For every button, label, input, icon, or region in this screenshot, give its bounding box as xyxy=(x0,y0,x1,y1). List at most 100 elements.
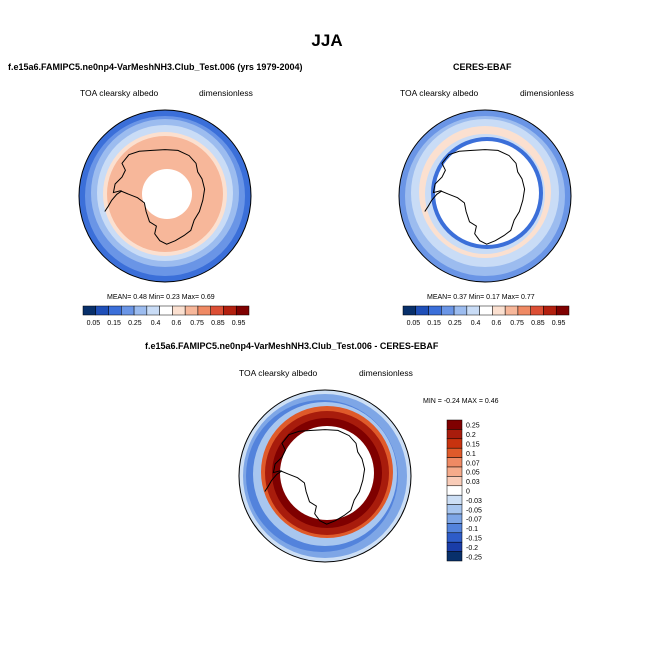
panel2-colorbar-tick-label: 0.25 xyxy=(448,320,462,327)
panel2-colorbar-swatch xyxy=(543,305,557,316)
panel2-colorbar-swatch xyxy=(555,305,570,316)
panel1-peninsula-coastline xyxy=(104,190,123,212)
panel1-colorbar-tick-label: 0.95 xyxy=(232,320,246,327)
panel1-colorbar-swatch xyxy=(108,305,122,316)
panel1-max-label: Max= xyxy=(181,294,200,301)
panel1-colorbar-swatch xyxy=(159,305,173,316)
panel2-colorbar-tick-label: 0.85 xyxy=(531,320,545,327)
panel3-colorbar-tick-label: 0.05 xyxy=(466,470,480,477)
panel2-peninsula-coastline xyxy=(424,190,443,212)
panel1-colorbar-tick-label: 0.25 xyxy=(128,320,142,327)
panel1-colorbar-swatch xyxy=(82,305,97,316)
panel2-variable-label: TOA clearsky albedo xyxy=(400,88,479,98)
panel3-title: f.e15a6.FAMIPC5.ne0np4-VarMeshNH3.Club_T… xyxy=(145,341,439,351)
panel3-colorbar-swatch xyxy=(446,438,463,449)
panel3-colorbar-swatch xyxy=(446,466,463,477)
panel3-colorbar-swatch xyxy=(446,485,463,496)
panel1-colorbar-tick-label: 0.85 xyxy=(211,320,225,327)
panel2-colorbar-tick-label: 0.05 xyxy=(407,320,421,327)
panel1-map-border xyxy=(78,109,252,283)
panel3-map-border xyxy=(238,389,412,563)
panel3-contour-band xyxy=(280,426,374,520)
panel1-colorbar-swatch xyxy=(121,305,135,316)
panel1-stats: MEAN= 0.48 Min= 0.23 Max= 0.69 xyxy=(107,294,215,301)
panel3-colorbar-swatch xyxy=(446,476,463,487)
panel3-colorbar-swatch xyxy=(446,504,463,515)
panel3-colorbar-tick-label: -0.25 xyxy=(466,554,482,561)
panel2-min-label: Min= xyxy=(468,294,485,301)
panel3-max-value: 0.46 xyxy=(484,398,499,405)
panel2-colorbar-tick-label: 0.95 xyxy=(552,320,566,327)
panel3-colorbar-swatch xyxy=(446,447,463,458)
panel2-map-border xyxy=(398,109,572,283)
panel3-colorbar-swatch xyxy=(446,419,463,430)
panel1-colorbar-swatch xyxy=(146,305,160,316)
panel2-colorbar-tick-label: 0.4 xyxy=(471,320,481,327)
panel2-mean-label: MEAN= xyxy=(427,294,452,301)
panel2-max-label: Max= xyxy=(501,294,520,301)
panel2-colorbar-swatch xyxy=(441,305,455,316)
panel2-colorbar-swatch xyxy=(504,305,519,316)
panel1-colorbar: 0.05 0.15 0.25 0.4 0.6 0.75 0.85 0.95 xyxy=(82,305,250,327)
panel2-colorbar-swatch xyxy=(517,305,531,316)
panel1-min-value: 0.23 xyxy=(166,294,180,301)
panel1-field xyxy=(79,110,251,282)
panel2-min-value: 0.17 xyxy=(486,294,500,301)
panel2-colorbar-tick-label: 0.6 xyxy=(492,320,502,327)
panel3-map xyxy=(238,389,412,563)
panel1-colorbar-tick-label: 0.05 xyxy=(87,320,101,327)
panel1-mean-value: 0.48 xyxy=(133,294,147,301)
panel1-mean-label: MEAN= xyxy=(107,294,132,301)
panel2-max-value: 0.77 xyxy=(521,294,535,301)
panel3-min-label: MIN = xyxy=(423,398,442,405)
panel1-colorbar-swatch xyxy=(95,305,109,316)
panel1-units-label: dimensionless xyxy=(199,88,253,98)
panel3-max-label: MAX = xyxy=(461,398,483,405)
panel1-contour-band xyxy=(142,169,192,219)
panel3-colorbar-tick-label: 0.03 xyxy=(466,479,480,486)
panel3-colorbar-tick-label: 0.25 xyxy=(466,423,480,430)
panel3-min-value: -0.24 xyxy=(443,398,460,405)
panel3-colorbar-tick-label: -0.1 xyxy=(466,526,478,533)
panel3-colorbar-swatch xyxy=(446,494,463,505)
panel3-colorbar-swatch xyxy=(446,457,463,468)
panel3-colorbar-swatch xyxy=(446,541,463,552)
panel2-colorbar-swatch xyxy=(479,305,493,316)
panel2-colorbar-swatch xyxy=(530,305,544,316)
panel2-units-label: dimensionless xyxy=(520,88,574,98)
panel1-colorbar-swatch xyxy=(184,305,199,316)
panel2-field xyxy=(399,110,571,282)
panel1-max-value: 0.69 xyxy=(201,294,215,301)
panel2-colorbar-swatch xyxy=(415,305,429,316)
panel3-colorbar-tick-label: -0.05 xyxy=(466,507,482,514)
panel2-colorbar-swatch xyxy=(428,305,442,316)
panel1-colorbar-tick-label: 0.75 xyxy=(190,320,204,327)
panel1-variable-label: TOA clearsky albedo xyxy=(80,88,159,98)
panel1-colorbar-swatch xyxy=(197,305,211,316)
panel2-stats: MEAN= 0.37 Min= 0.17 Max= 0.77 xyxy=(427,294,535,301)
panel2-mean-value: 0.37 xyxy=(453,294,467,301)
panel1-map xyxy=(78,109,252,283)
panel3-colorbar-swatch xyxy=(446,523,463,534)
panel1-colorbar-swatch xyxy=(235,305,250,316)
panel2-colorbar-tick-label: 0.75 xyxy=(510,320,524,327)
panel1-title: f.e15a6.FAMIPC5.ne0np4-VarMeshNH3.Club_T… xyxy=(8,62,303,72)
panel2-colorbar-tick-label: 0.15 xyxy=(427,320,441,327)
panel3-colorbar-tick-label: -0.2 xyxy=(466,545,478,552)
panel3-colorbar-tick-label: 0.1 xyxy=(466,451,476,458)
panel3-colorbar-swatch xyxy=(446,513,463,524)
panel2-colorbar: 0.05 0.15 0.25 0.4 0.6 0.75 0.85 0.95 xyxy=(402,305,570,327)
panel3-colorbar-swatch xyxy=(446,551,463,562)
panel2-map xyxy=(398,109,572,283)
panel2-colorbar-swatch xyxy=(453,305,468,316)
panel3-variable-label: TOA clearsky albedo xyxy=(239,368,318,378)
panel1-colorbar-swatch xyxy=(133,305,148,316)
panel3-colorbar-swatch xyxy=(446,532,463,543)
panel2-contour-band xyxy=(435,141,539,245)
panel1-colorbar-swatch xyxy=(172,305,186,316)
panel2-title: CERES-EBAF xyxy=(453,62,512,72)
panel3-field xyxy=(239,390,411,562)
panel1-colorbar-tick-label: 0.4 xyxy=(151,320,161,327)
panel3-colorbar-tick-label: 0 xyxy=(466,489,470,496)
